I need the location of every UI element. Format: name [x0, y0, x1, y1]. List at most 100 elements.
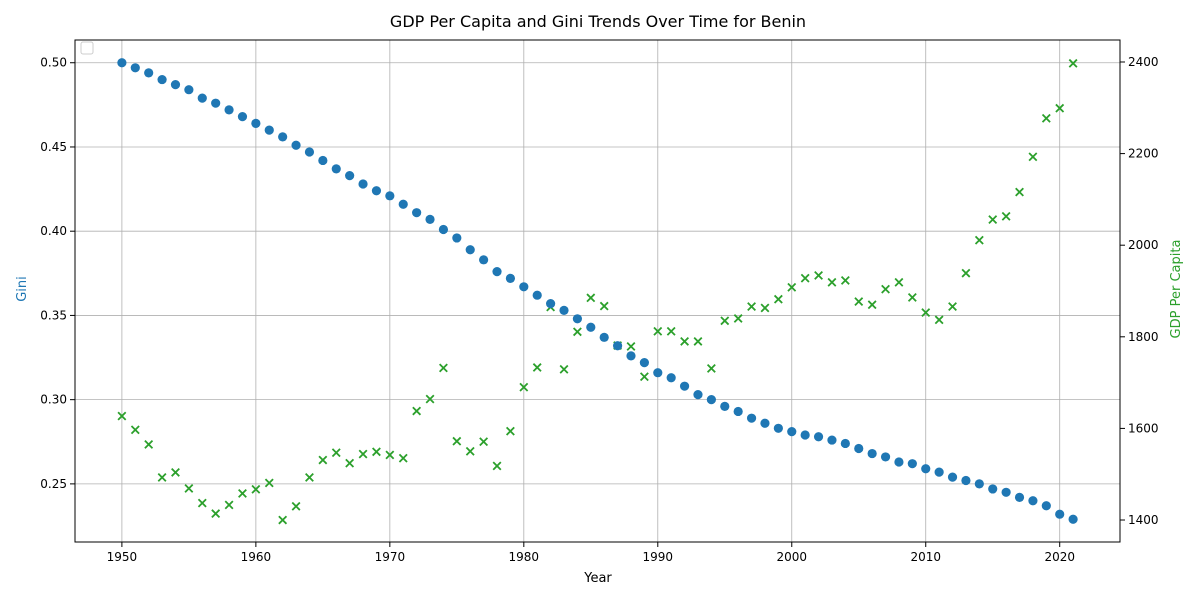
- x-tick-label: 2020: [1044, 550, 1075, 564]
- y-left-tick-label: 0.45: [40, 140, 67, 154]
- gini-point: [746, 413, 757, 423]
- gdp-point: [881, 284, 890, 294]
- gdp-point: [1015, 187, 1024, 197]
- gdp-point: [117, 411, 127, 421]
- gdp-point: [331, 448, 341, 458]
- gdp-point: [224, 500, 234, 510]
- gdp-point: [948, 302, 957, 312]
- gini-point: [679, 381, 690, 391]
- gdp-point: [211, 509, 221, 519]
- gdp-point: [492, 461, 502, 471]
- gini-point: [961, 475, 971, 486]
- gini-point: [452, 233, 462, 243]
- gini-point: [586, 322, 596, 332]
- gdp-point: [505, 426, 515, 436]
- gdp-point: [840, 276, 850, 285]
- gini-point: [304, 147, 315, 157]
- gini-point: [425, 214, 435, 225]
- gini-point: [130, 63, 140, 73]
- gini-point: [197, 93, 207, 103]
- gdp-point: [425, 394, 435, 404]
- gdp-point: [1068, 58, 1078, 68]
- y-right-tick-label: 1600: [1128, 421, 1159, 435]
- gdp-point: [130, 425, 140, 435]
- gdp-point: [278, 515, 288, 525]
- gini-point: [237, 112, 248, 122]
- x-tick-label: 1950: [107, 550, 138, 564]
- gdp-point: [680, 336, 690, 346]
- gini-point: [827, 435, 837, 445]
- legend-box: [80, 41, 94, 55]
- gini-point: [1028, 496, 1038, 506]
- gini-point: [492, 267, 502, 277]
- chart-title: GDP Per Capita and Gini Trends Over Time…: [390, 12, 806, 31]
- gini-point: [653, 368, 663, 378]
- gdp-point: [144, 440, 154, 449]
- gdp-point: [345, 458, 355, 468]
- axes-layer: 1950 1960 1970 1980 1990 2000 2010 2020 0.25 0.30…: [40, 39, 1159, 564]
- gdp-point: [773, 294, 783, 304]
- gdp-point: [385, 450, 395, 460]
- gini-point: [438, 224, 449, 235]
- gdp-point: [157, 472, 167, 482]
- gini-point: [880, 452, 891, 462]
- gini-point: [720, 401, 730, 411]
- gdp-point: [800, 273, 810, 283]
- gini-point: [251, 118, 261, 128]
- gdp-point: [827, 277, 837, 287]
- gini-point: [519, 282, 529, 292]
- gdp-point: [666, 326, 676, 336]
- gini-point: [787, 427, 797, 437]
- gini-point: [331, 164, 341, 174]
- gini-point: [947, 472, 958, 482]
- gdp-point: [438, 363, 448, 373]
- gdp-point: [572, 327, 582, 337]
- gini-point: [144, 68, 154, 78]
- gini-point: [117, 58, 127, 68]
- gini-point: [412, 208, 422, 218]
- gini-point: [639, 357, 649, 368]
- gdp-point: [184, 483, 194, 493]
- gdp-point: [398, 453, 408, 463]
- gdp-point: [854, 297, 864, 306]
- gini-point: [840, 438, 850, 449]
- y-right-tick-label: 1400: [1128, 513, 1159, 527]
- gini-point: [170, 80, 181, 90]
- y-left-tick-label: 0.50: [40, 56, 67, 70]
- y-right-tick-label: 1800: [1128, 330, 1159, 344]
- gini-point: [974, 479, 984, 489]
- gdp-point: [894, 277, 904, 287]
- gdp-point: [760, 303, 770, 313]
- x-tick-label: 2010: [910, 550, 941, 564]
- gini-point: [867, 448, 877, 459]
- gini-point: [800, 430, 810, 440]
- gdp-point: [291, 501, 301, 511]
- gini-point: [559, 305, 569, 315]
- gdp-point: [988, 215, 998, 224]
- gini-point: [854, 443, 864, 454]
- gdp-point: [814, 270, 823, 280]
- gini-point: [465, 245, 475, 255]
- gini-point: [773, 423, 783, 433]
- gdp-point: [907, 292, 917, 302]
- gini-point: [693, 390, 703, 400]
- gdp-point: [171, 467, 180, 477]
- gini-point: [1014, 492, 1025, 502]
- gdp-point: [867, 300, 877, 310]
- gdp-point: [626, 341, 636, 351]
- gdp-point: [532, 363, 542, 372]
- gdp-point: [974, 235, 984, 245]
- grid-layer: [75, 40, 1120, 542]
- gdp-point: [372, 447, 381, 457]
- gini-point: [479, 255, 489, 265]
- x-tick-label: 2000: [776, 550, 807, 564]
- gdp-point: [412, 406, 422, 416]
- gini-point: [345, 171, 355, 181]
- gdp-point: [197, 498, 207, 508]
- x-tick-label: 1970: [375, 550, 406, 564]
- gdp-point: [599, 301, 609, 311]
- x-axis-title: Year: [583, 571, 612, 586]
- gini-point: [264, 125, 274, 135]
